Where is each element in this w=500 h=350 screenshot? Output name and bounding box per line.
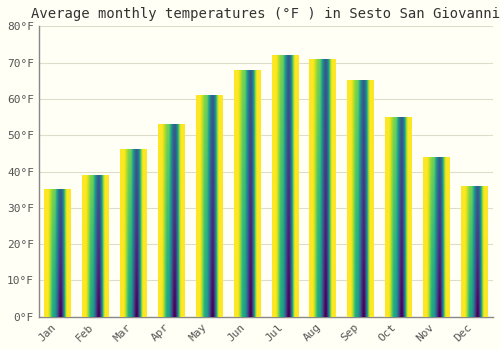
Title: Average monthly temperatures (°F ) in Sesto San Giovanni: Average monthly temperatures (°F ) in Se… [32, 7, 500, 21]
